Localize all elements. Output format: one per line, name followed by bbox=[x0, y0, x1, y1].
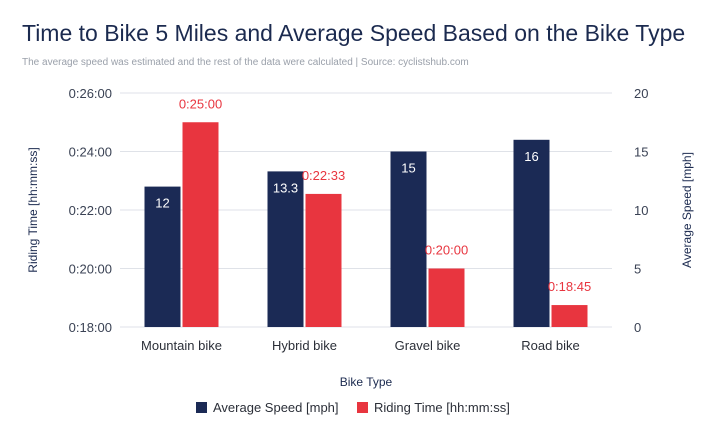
y-left-tick-label: 0:18:00 bbox=[69, 320, 112, 335]
bar-average-speed bbox=[144, 186, 181, 327]
y-left-tick-label: 0:24:00 bbox=[69, 145, 112, 160]
legend-label-time: Riding Time [hh:mm:ss] bbox=[374, 400, 510, 415]
x-tick-label: Hybrid bike bbox=[272, 338, 337, 353]
bar-riding-time bbox=[182, 122, 219, 327]
legend-label-speed: Average Speed [mph] bbox=[213, 400, 339, 415]
x-tick-label: Mountain bike bbox=[141, 338, 222, 353]
x-axis-title: Bike Type bbox=[340, 375, 393, 389]
data-label-speed: 13.3 bbox=[273, 180, 298, 195]
legend-swatch-speed bbox=[196, 402, 207, 413]
data-label-speed: 16 bbox=[524, 149, 538, 164]
chart-subtitle: The average speed was estimated and the … bbox=[22, 57, 469, 68]
data-label-time: 0:20:00 bbox=[425, 243, 468, 258]
x-tick-label: Gravel bike bbox=[395, 338, 461, 353]
data-label-time: 0:18:45 bbox=[548, 279, 591, 294]
data-label-speed: 15 bbox=[401, 161, 415, 176]
y-left-tick-label: 0:26:00 bbox=[69, 86, 112, 101]
data-label-speed: 12 bbox=[155, 196, 169, 211]
y-left-axis-title: Riding Time [hh:mm:ss] bbox=[26, 147, 40, 272]
chart-title: Time to Bike 5 Miles and Average Speed B… bbox=[22, 20, 686, 46]
bar-riding-time bbox=[305, 193, 342, 327]
y-right-tick-label: 0 bbox=[634, 320, 641, 335]
y-right-axis-title: Average Speed [mph] bbox=[680, 152, 694, 268]
bar-riding-time bbox=[551, 305, 588, 327]
bar-average-speed bbox=[513, 139, 550, 327]
y-right-tick-label: 10 bbox=[634, 203, 648, 218]
y-left-tick-label: 0:22:00 bbox=[69, 203, 112, 218]
y-left-tick-label: 0:20:00 bbox=[69, 262, 112, 277]
data-label-time: 0:22:33 bbox=[302, 168, 345, 183]
legend-swatch-time bbox=[357, 402, 368, 413]
y-right-tick-label: 15 bbox=[634, 145, 648, 160]
data-label-time: 0:25:00 bbox=[179, 96, 222, 111]
x-tick-label: Road bike bbox=[521, 338, 580, 353]
bar-average-speed bbox=[390, 151, 427, 327]
bar-average-speed bbox=[267, 171, 304, 327]
y-right-tick-label: 20 bbox=[634, 86, 648, 101]
bar-riding-time bbox=[428, 268, 465, 327]
y-right-tick-label: 5 bbox=[634, 262, 641, 277]
